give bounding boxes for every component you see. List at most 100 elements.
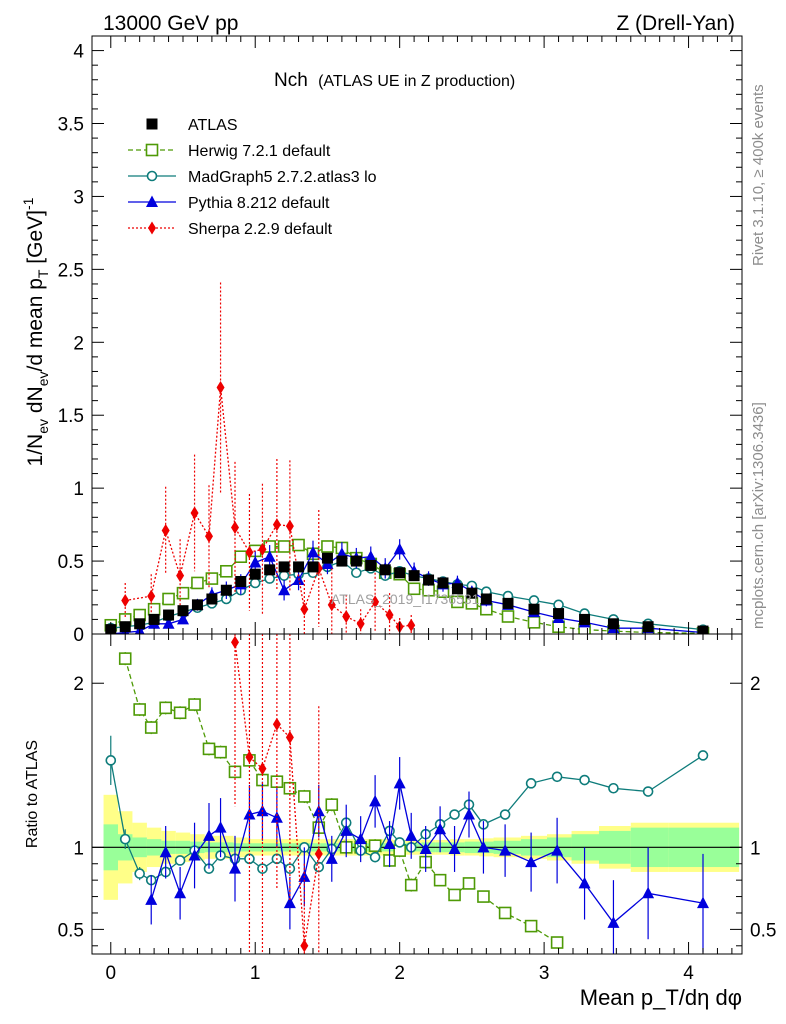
main-point-atlas — [177, 605, 189, 617]
legend-entry-atlas: ATLAS — [146, 117, 238, 134]
ratio-line-pythia — [150, 783, 704, 924]
x-tick-label: 3 — [539, 963, 550, 984]
ratio-point-herwig — [159, 701, 172, 715]
main-line-madgraph — [110, 560, 704, 631]
main-point-atlas — [502, 597, 514, 609]
ratio-point-pythia — [354, 832, 367, 845]
ratio-point-pythia — [499, 844, 512, 856]
main-point-herwig — [277, 540, 291, 553]
main-point-madgraph — [351, 567, 362, 579]
main-point-sherpa — [190, 506, 199, 520]
main-point-atlas — [264, 564, 276, 576]
main-point-herwig — [176, 586, 190, 600]
rivet-side-label: Rivet 3.1.10, ≥ 400k events — [750, 84, 767, 266]
ratio-point-pythia — [405, 829, 418, 841]
ratio-point-pythia — [448, 842, 461, 854]
main-point-herwig — [321, 540, 334, 553]
main-point-herwig — [451, 595, 464, 609]
main-y-tick-label: 1 — [73, 479, 84, 500]
ratio-point-herwig — [404, 878, 418, 892]
main-point-atlas — [163, 609, 175, 621]
ratio-point-pythia — [283, 896, 296, 909]
ratio-point-herwig — [448, 888, 461, 902]
ratio-point-pythia — [551, 844, 564, 856]
ratio-point-pythia — [243, 808, 256, 820]
ratio-point-madgraph — [642, 786, 654, 797]
ratio-point-pythia — [393, 776, 406, 789]
main-y-tick-label: 3 — [73, 187, 84, 208]
ratio-point-madgraph — [257, 863, 268, 874]
main-series-atlas — [105, 552, 709, 634]
main-y-tick-label: 1.5 — [58, 406, 84, 427]
legend-entry-herwig: Herwig 7.2.1 default — [128, 143, 331, 160]
main-point-atlas — [365, 559, 377, 571]
main-point-sherpa — [272, 518, 281, 532]
legend-marker-herwig — [145, 143, 159, 157]
main-y-tick-label: 4 — [73, 42, 84, 63]
ratio-point-herwig — [498, 906, 512, 920]
main-point-sherpa — [371, 595, 380, 609]
main-point-pythia — [393, 542, 406, 555]
main-y-tick-label: 2.5 — [58, 260, 84, 281]
legend-label-atlas: ATLAS — [188, 117, 238, 134]
main-point-atlas — [148, 613, 160, 625]
legend-marker-atlas — [146, 118, 158, 130]
ratio-point-herwig — [133, 703, 146, 716]
plot-title: Nch (ATLAS UE in Z production) — [274, 70, 515, 91]
main-point-atlas — [307, 561, 319, 573]
ratio-point-pythia — [229, 862, 241, 874]
main-point-sherpa — [231, 521, 239, 535]
ratio-plot-frame — [91, 633, 743, 955]
x-tick-label: 0 — [105, 963, 116, 984]
ratio-point-madgraph — [119, 833, 131, 845]
ratio-point-pythia — [174, 886, 187, 899]
analysis-watermark: ATLAS_2019_I1736531 — [331, 591, 480, 607]
main-point-sherpa — [121, 593, 130, 607]
main-point-herwig — [292, 538, 305, 552]
ratio-point-madgraph — [525, 778, 537, 789]
ratio-point-pythia — [203, 829, 215, 841]
main-plot-data — [104, 282, 710, 634]
ratio-point-herwig — [550, 936, 564, 949]
x-tick-label: 1 — [250, 963, 261, 984]
main-y-tick-label: 2 — [73, 333, 84, 354]
main-point-atlas — [437, 577, 449, 589]
main-point-herwig — [234, 550, 248, 563]
main-point-atlas — [408, 570, 420, 582]
main-point-pythia — [307, 545, 319, 558]
main-y-axis-label: 1/Nev dNev/d mean pT [GeV]-1 — [20, 197, 51, 466]
ratio-plot-data — [105, 634, 709, 954]
main-point-sherpa — [385, 608, 394, 622]
main-point-atlas — [394, 567, 406, 579]
ratio-point-pythia — [578, 876, 591, 889]
main-point-herwig — [162, 592, 175, 606]
main-point-atlas — [134, 618, 146, 630]
ratio-point-pythia — [188, 849, 201, 861]
ratio-point-pythia — [642, 886, 655, 899]
energy-label: 13000 GeV pp — [103, 12, 238, 35]
x-tick-label: 4 — [683, 963, 694, 984]
ratio-point-pythia — [214, 821, 227, 833]
ratio-point-sherpa — [231, 635, 239, 649]
main-point-sherpa — [205, 529, 213, 543]
main-point-atlas — [321, 552, 333, 564]
x-tick-label: 2 — [394, 963, 405, 984]
main-point-pythia — [263, 550, 276, 562]
ratio-point-pythia — [383, 837, 396, 850]
main-point-madgraph — [528, 595, 540, 606]
main-point-sherpa — [176, 569, 185, 583]
main-point-atlas — [466, 587, 478, 599]
ratio-point-pythia — [419, 842, 432, 854]
mcplots-side-label: mcplots.cern.ch [arXiv:1306.3436] — [750, 402, 767, 629]
main-point-pythia — [249, 556, 262, 568]
main-point-herwig — [527, 616, 541, 629]
ratio-point-madgraph — [394, 837, 405, 848]
main-point-sherpa — [327, 598, 336, 612]
ratio-point-madgraph — [369, 851, 381, 863]
main-point-atlas — [235, 575, 247, 587]
ratio-point-madgraph — [174, 855, 186, 866]
main-y-tick-label: 3.5 — [58, 115, 84, 136]
plot-title-main: Nch — [274, 70, 308, 91]
ratio-point-herwig — [144, 721, 158, 734]
ratio-y-axis-label: Ratio to ATLAS — [24, 740, 41, 848]
